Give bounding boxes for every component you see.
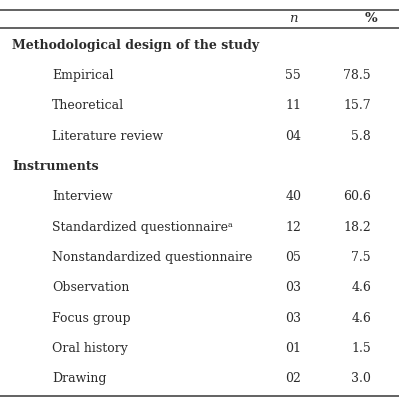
Text: Methodological design of the study: Methodological design of the study <box>12 39 259 52</box>
Text: Oral history: Oral history <box>52 342 128 355</box>
Text: Interview: Interview <box>52 190 113 204</box>
Text: Standardized questionnaireᵃ: Standardized questionnaireᵃ <box>52 220 233 234</box>
Text: %: % <box>365 12 377 25</box>
Text: Drawing: Drawing <box>52 372 107 385</box>
Text: 05: 05 <box>285 251 301 264</box>
Text: 4.6: 4.6 <box>351 281 371 294</box>
Text: 15.7: 15.7 <box>344 100 371 112</box>
Text: 12: 12 <box>285 220 301 234</box>
Text: 04: 04 <box>285 130 301 143</box>
Text: 60.6: 60.6 <box>343 190 371 204</box>
Text: Theoretical: Theoretical <box>52 100 124 112</box>
Text: Empirical: Empirical <box>52 69 113 82</box>
Text: 55: 55 <box>285 69 301 82</box>
Text: 03: 03 <box>285 312 301 324</box>
Text: 1.5: 1.5 <box>352 342 371 355</box>
Text: Nonstandardized questionnaire: Nonstandardized questionnaire <box>52 251 252 264</box>
Text: n: n <box>289 12 298 25</box>
Text: 03: 03 <box>285 281 301 294</box>
Text: 01: 01 <box>285 342 301 355</box>
Text: Focus group: Focus group <box>52 312 130 324</box>
Text: 3.0: 3.0 <box>351 372 371 385</box>
Text: 11: 11 <box>285 100 301 112</box>
Text: 40: 40 <box>285 190 301 204</box>
Text: 4.6: 4.6 <box>351 312 371 324</box>
Text: Instruments: Instruments <box>12 160 99 173</box>
Text: 18.2: 18.2 <box>343 220 371 234</box>
Text: 5.8: 5.8 <box>352 130 371 143</box>
Text: Literature review: Literature review <box>52 130 163 143</box>
Text: Observation: Observation <box>52 281 129 294</box>
Text: 02: 02 <box>285 372 301 385</box>
Text: 7.5: 7.5 <box>352 251 371 264</box>
Text: 78.5: 78.5 <box>344 69 371 82</box>
